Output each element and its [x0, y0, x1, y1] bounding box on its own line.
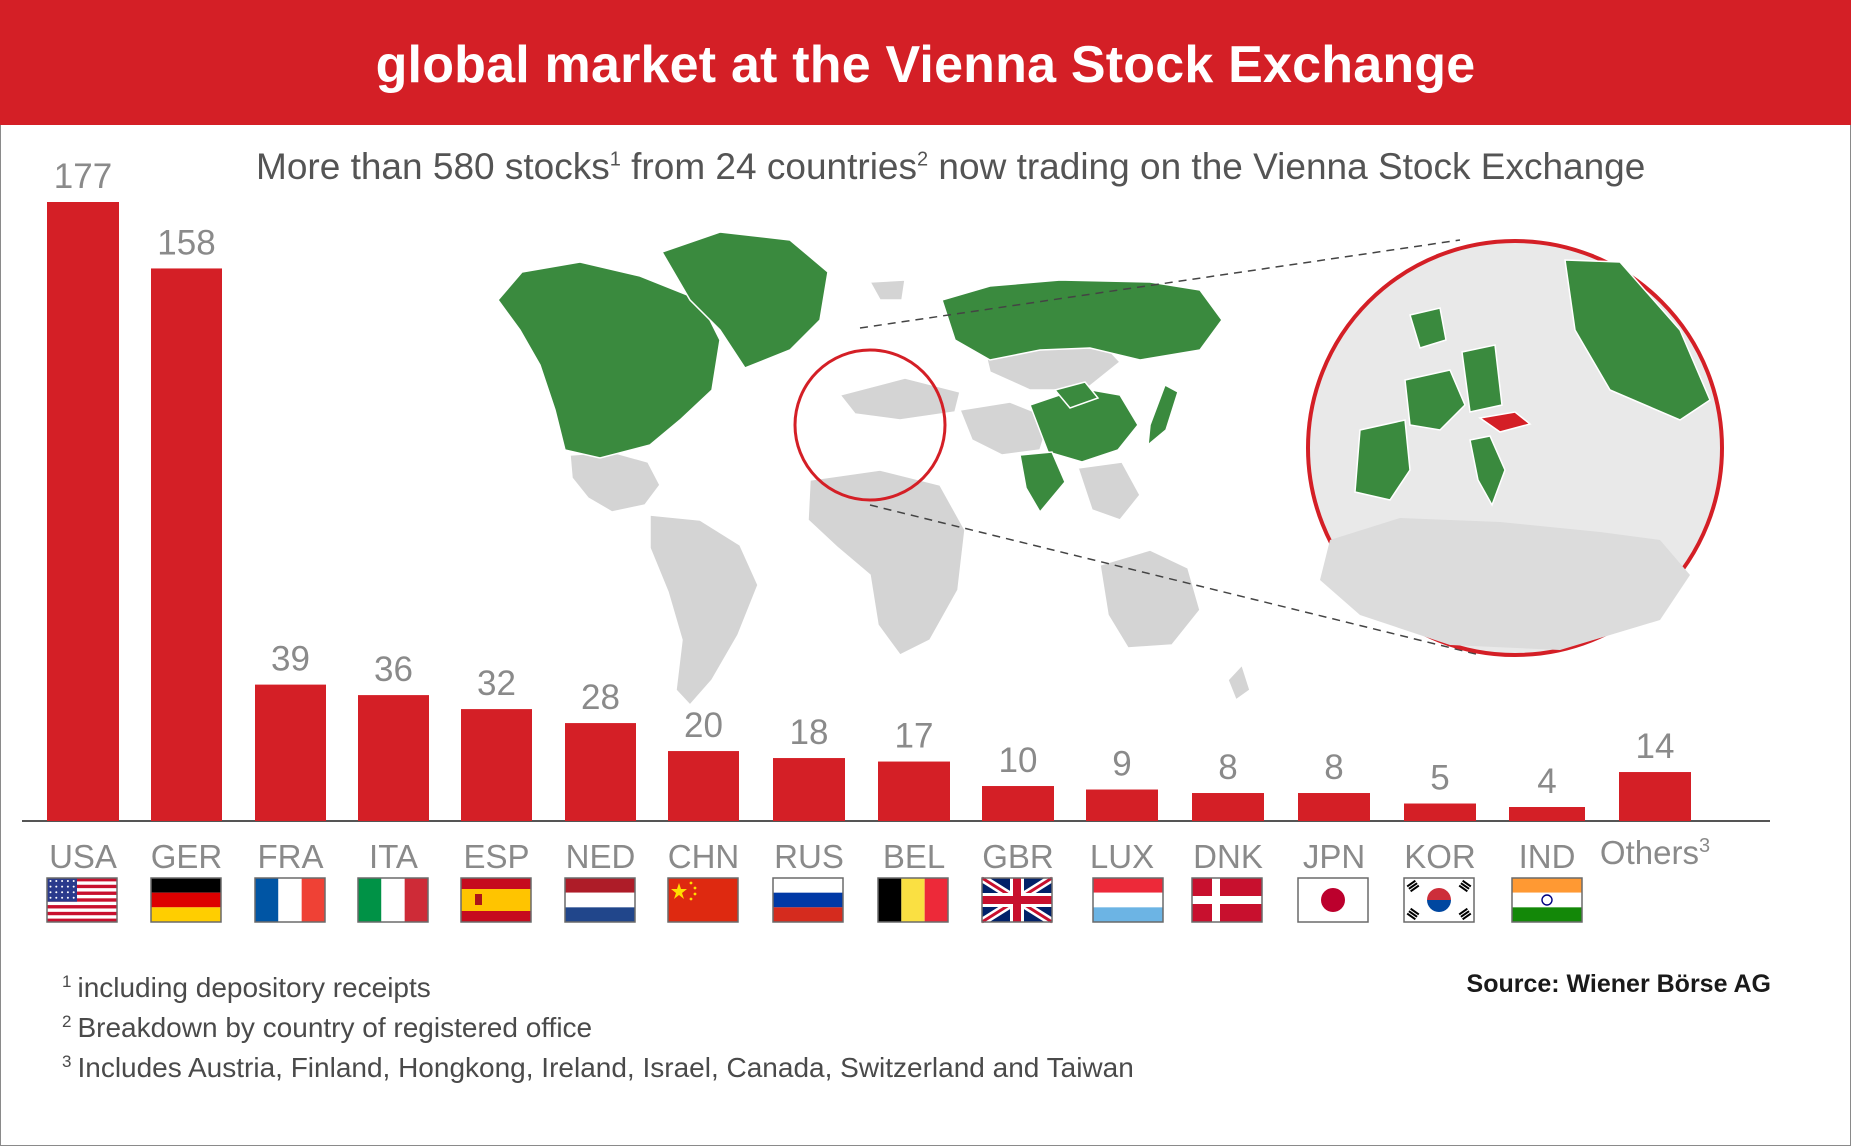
bar-bel	[878, 761, 950, 821]
cn-flag	[667, 877, 739, 923]
chart-subtitle: More than 580 stocks1 from 24 countries2…	[256, 146, 1645, 188]
europe-inset	[1306, 239, 1724, 657]
bar-chn	[668, 751, 739, 821]
value-label-usa: 177	[54, 157, 112, 196]
footnote-mark-2: 2	[62, 1011, 72, 1031]
value-label-esp: 32	[477, 664, 516, 703]
category-label-lux: LUX	[1090, 838, 1154, 875]
nl-flag	[564, 877, 636, 923]
bar-ger	[151, 268, 222, 822]
fr-flag	[254, 877, 326, 923]
footnote-text-2: Breakdown by country of registered offic…	[77, 1012, 593, 1043]
category-label-dnk: DNK	[1193, 838, 1263, 875]
other-land-masses	[569, 279, 1251, 707]
footnote-1: 1 including depository receipts	[62, 968, 1134, 1008]
category-label-kor: KOR	[1404, 838, 1476, 875]
lu-flag	[1092, 877, 1164, 923]
bar-others	[1619, 772, 1691, 821]
footnote-mark-3: 3	[62, 1051, 72, 1071]
category-label-usa: USA	[49, 838, 117, 875]
it-flag	[357, 877, 429, 923]
bar-usa	[47, 202, 119, 821]
value-label-ned: 28	[581, 678, 620, 717]
highlighted-countries	[497, 231, 1223, 514]
bar-lux	[1086, 789, 1158, 821]
category-label-chn: CHN	[668, 838, 740, 875]
value-label-ind: 4	[1537, 762, 1556, 801]
in-flag	[1511, 877, 1583, 923]
bar-kor	[1404, 803, 1476, 821]
footnotes: 1 including depository receipts 2 Breakdow…	[62, 968, 1134, 1088]
subtitle-text-3: now trading on the Vienna Stock Exchange	[928, 146, 1646, 187]
subtitle-text-2: from 24 countries	[620, 146, 918, 187]
be-flag	[877, 877, 949, 923]
value-label-gbr: 10	[999, 741, 1038, 780]
de-flag	[150, 877, 222, 923]
value-label-kor: 5	[1430, 759, 1449, 798]
footnote-mark-1: 1	[62, 971, 72, 991]
ru-flag	[772, 877, 844, 923]
subtitle-sup-2: 2	[917, 148, 929, 171]
category-label-bel: BEL	[883, 838, 945, 875]
value-label-fra: 39	[271, 640, 310, 679]
category-label-gbr: GBR	[982, 838, 1054, 875]
footnote-text-3: Includes Austria, Finland, Hongkong, Ire…	[77, 1052, 1134, 1083]
value-label-bel: 17	[895, 717, 934, 756]
footnote-2: 2 Breakdown by country of registered offi…	[62, 1008, 1134, 1048]
kr-flag	[1403, 877, 1475, 923]
category-label-rus: RUS	[774, 838, 844, 875]
category-labels-group: USA GER FRA ITA ESP NED CHN RUS BEL GBR LUX DNK JPN K…	[49, 834, 1710, 875]
category-label-ger: GER	[151, 838, 223, 875]
bar-rus	[773, 758, 845, 821]
chart-title: global market at the Vienna Stock Exchan…	[375, 36, 1476, 94]
bar-dnk	[1192, 793, 1264, 821]
category-label-ita: ITA	[369, 838, 418, 875]
category-label-others: Others3	[1600, 834, 1710, 871]
bar-ita	[358, 695, 429, 821]
europe-zoom-circle	[793, 348, 947, 502]
us-flag	[46, 877, 118, 923]
gb-flag	[979, 874, 1055, 926]
value-label-jpn: 8	[1324, 748, 1343, 787]
dk-flag	[1191, 877, 1263, 923]
value-label-lux: 9	[1112, 745, 1131, 784]
bar-jpn	[1298, 793, 1370, 821]
bars-group	[47, 202, 1691, 822]
zoom-line-bottom	[869, 504, 1481, 656]
flags-group	[46, 874, 1583, 926]
bar-gbr	[982, 786, 1054, 821]
category-label-ind: IND	[1519, 838, 1576, 875]
world-map	[497, 231, 1724, 707]
value-label-dnk: 8	[1218, 748, 1237, 787]
value-label-others: 14	[1636, 727, 1675, 766]
category-label-jpn: JPN	[1303, 838, 1365, 875]
value-labels-group: 177 158 39 36 32 28 20 18 17 10 9 8 8 5 4 14	[54, 157, 1675, 801]
subtitle-sup-1: 1	[609, 148, 621, 171]
title-banner: global market at the Vienna Stock Exchan…	[0, 0, 1851, 125]
es-flag	[460, 877, 532, 923]
zoom-line-top	[859, 239, 1461, 329]
bar-ind	[1509, 807, 1585, 821]
bar-fra	[255, 684, 326, 821]
footnote-3: 3 Includes Austria, Finland, Hongkong, Ir…	[62, 1048, 1134, 1088]
value-label-rus: 18	[790, 713, 829, 752]
source-note: Source: Wiener Börse AG	[1466, 970, 1771, 998]
value-label-chn: 20	[684, 706, 723, 745]
value-label-ita: 36	[374, 650, 413, 689]
value-label-ger: 158	[157, 223, 215, 262]
jp-flag	[1297, 877, 1369, 923]
subtitle-text-1: More than 580 stocks	[256, 146, 610, 187]
category-label-esp: ESP	[463, 838, 529, 875]
footnote-text-1: including depository receipts	[77, 972, 431, 1003]
category-label-fra: FRA	[258, 838, 324, 875]
category-label-ned: NED	[566, 838, 636, 875]
bar-ned	[565, 723, 636, 821]
bar-esp	[461, 709, 532, 821]
